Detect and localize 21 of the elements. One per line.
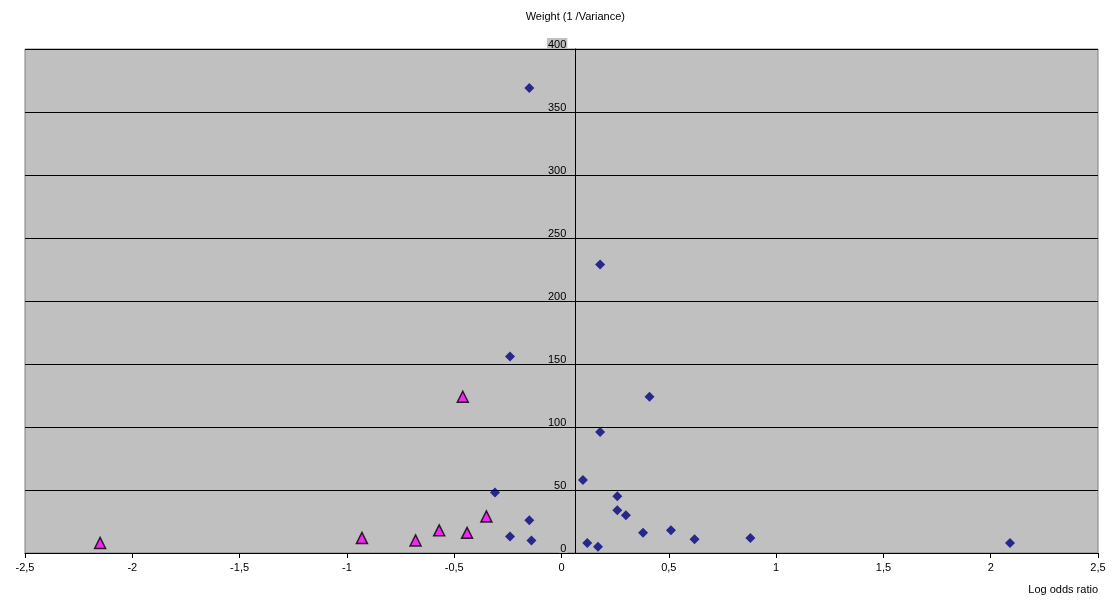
x-tick-label: 1,5 xyxy=(875,560,892,573)
x-axis-title: Log odds ratio xyxy=(1028,582,1098,595)
y-tick-label: 400 xyxy=(547,37,567,50)
y-tick-label: 200 xyxy=(547,289,567,302)
x-tick-label: 2 xyxy=(987,560,994,573)
y-tick-label: 300 xyxy=(547,163,567,176)
y-tick-label: 350 xyxy=(547,100,567,113)
y-axis-title: Weight (1 /Variance) xyxy=(525,9,625,22)
x-tick-label: -1,5 xyxy=(230,560,250,573)
x-tick-label: -2 xyxy=(127,560,138,573)
x-tick-label: 0,5 xyxy=(661,560,677,573)
x-tick-label: 2,5 xyxy=(1090,560,1106,573)
x-tick-label: -1 xyxy=(342,560,352,573)
y-tick-label: 0 xyxy=(560,541,567,554)
x-tick-label: -0,5 xyxy=(444,560,464,573)
x-tick-label: 1 xyxy=(773,560,780,573)
x-tick-label: -2,5 xyxy=(15,560,35,573)
y-tick-label: 150 xyxy=(547,352,567,365)
y-tick-label: 100 xyxy=(547,415,567,428)
y-tick-label: 250 xyxy=(547,226,567,239)
y-tick-label: 50 xyxy=(554,478,567,491)
